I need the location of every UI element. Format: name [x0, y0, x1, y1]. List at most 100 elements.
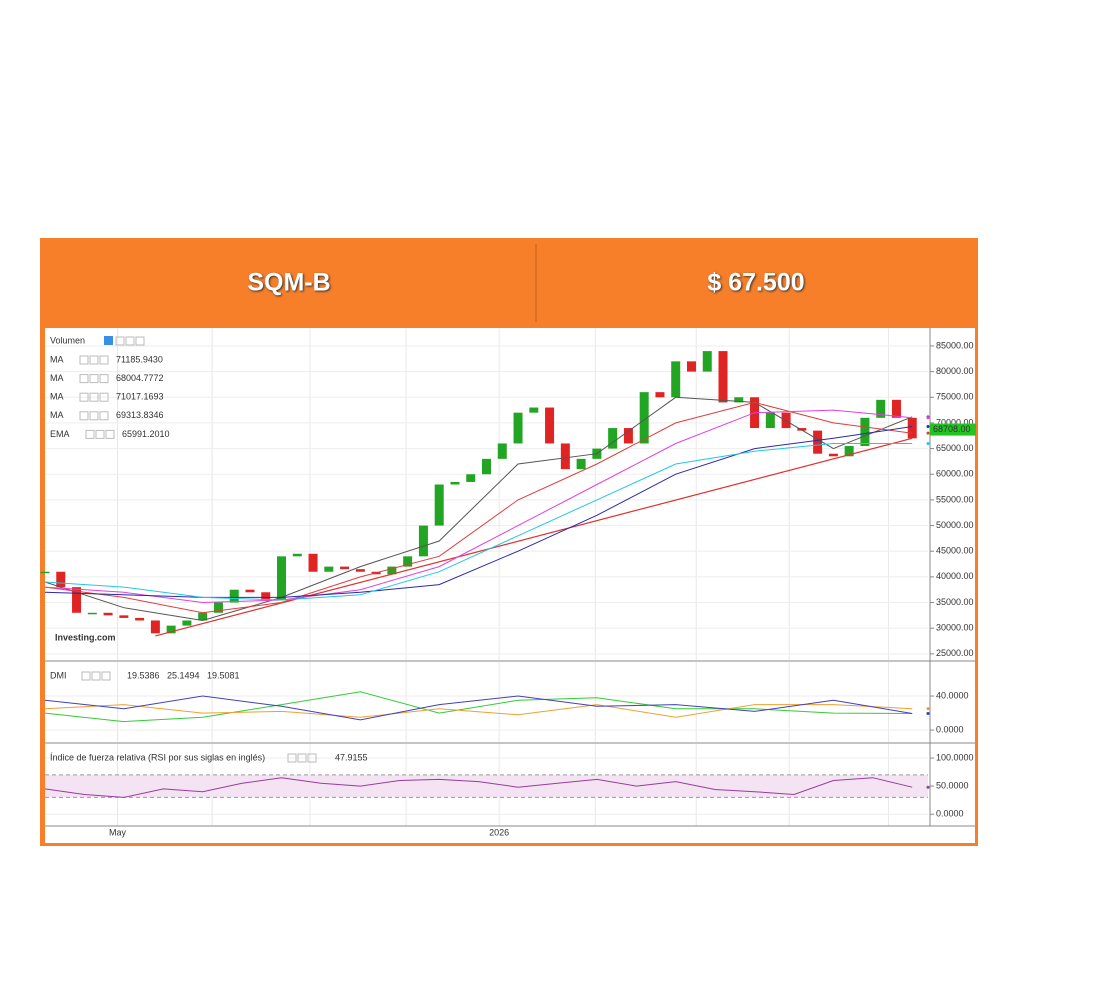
candle: [623, 428, 633, 444]
legend-value: 19.5081: [207, 670, 240, 680]
legend-icon: [297, 753, 307, 763]
current-marker: [926, 424, 930, 428]
candle: [702, 351, 712, 372]
candle: [765, 412, 775, 429]
rsi-band: [45, 774, 928, 798]
legend-value: 47.9155: [335, 752, 368, 762]
y-tick-label: 60000.00: [936, 469, 974, 479]
candle: [450, 481, 460, 485]
y-tick-label: 70000.00: [936, 417, 974, 427]
chart-area: [45, 328, 975, 843]
series-line: [44, 704, 913, 718]
candle: [434, 484, 444, 526]
y-tick-label: 100.0000: [936, 752, 974, 762]
current-marker: [926, 707, 930, 711]
candle: [229, 589, 239, 603]
candle: [639, 392, 649, 444]
legend-icon: [79, 411, 89, 421]
candle: [387, 566, 397, 575]
last-price-tag: [930, 423, 976, 436]
legend-value: 65991.2010: [122, 429, 170, 439]
y-tick-label: 50.0000: [936, 780, 969, 790]
candle: [828, 453, 838, 457]
legend-volume: Volumen: [50, 335, 85, 345]
current-marker: [926, 416, 930, 420]
legend-icon: [79, 355, 89, 365]
candle: [734, 397, 744, 403]
legend-icon: [89, 411, 99, 421]
legend-icon: [105, 429, 115, 439]
y-tick-label: 40000.00: [936, 571, 974, 581]
candle: [261, 592, 271, 600]
legend-icon: [79, 374, 89, 384]
candle: [671, 361, 681, 398]
legend-icon: [99, 411, 109, 421]
legend-icon: [115, 336, 125, 346]
candle: [718, 351, 728, 403]
y-tick-label: 85000.00: [936, 340, 974, 350]
candle: [576, 458, 586, 470]
legend-icon: [79, 392, 89, 402]
candle: [891, 399, 901, 418]
legend-value: 71185.9430: [116, 354, 163, 364]
y-tick-label: 0.0000: [936, 724, 964, 734]
legend-value: 19.5386: [127, 670, 160, 680]
legend-name: MA: [50, 373, 64, 383]
candle: [560, 443, 570, 470]
candle: [324, 566, 334, 572]
legend-value: 71017.1693: [116, 392, 164, 402]
legend-icon: [99, 392, 109, 402]
y-tick-label: 0.0000: [936, 809, 964, 819]
series-line: [44, 401, 913, 614]
legend-icon: [99, 355, 109, 365]
candle: [403, 556, 413, 567]
legend-value: 69313.8346: [116, 410, 164, 420]
candle: [797, 428, 807, 431]
y-tick-label: 80000.00: [936, 366, 974, 376]
series-line: [44, 409, 913, 604]
candle: [418, 525, 428, 557]
candle: [355, 569, 365, 572]
candle: [166, 625, 176, 634]
series-line: [44, 777, 913, 798]
legend-value: 25.1494: [167, 670, 200, 680]
candle: [135, 617, 145, 621]
legend-name: MA: [50, 354, 64, 364]
candle: [482, 458, 491, 475]
plot: May 2026 25000.00 30000.00 35000.00 40000.00 4…: [40, 328, 976, 837]
last-price-label: 68708.00: [933, 424, 971, 434]
current-marker: [926, 442, 930, 446]
y-tick-label: 40.0000: [936, 690, 969, 700]
candle: [103, 612, 113, 616]
candle: [56, 571, 66, 588]
candle: [72, 587, 82, 613]
legend-value: 68004.7772: [116, 373, 164, 383]
y-tick-label: 65000.00: [936, 443, 974, 453]
candle: [860, 417, 870, 447]
legend-icon: [104, 336, 113, 345]
legend-name: MA: [50, 392, 64, 402]
candle: [292, 553, 302, 557]
panel-title: Índice de fuerza relativa (RSI por sus s…: [50, 752, 265, 762]
price: $ 67.500: [707, 269, 804, 297]
y-tick-label: 75000.00: [936, 392, 974, 402]
watermark: Investing.com: [55, 632, 116, 642]
series-line: [44, 695, 913, 721]
y-tick-label: 55000.00: [936, 494, 974, 504]
series-line: [44, 426, 913, 598]
legend-icon: [89, 374, 99, 384]
legend-icon: [99, 374, 109, 384]
legend-icon: [135, 336, 145, 346]
candle: [198, 612, 208, 621]
candle: [40, 571, 50, 574]
legend-icon: [85, 429, 95, 439]
current-marker: [926, 431, 930, 435]
y-tick-label: 35000.00: [936, 597, 974, 607]
candle: [844, 446, 854, 457]
candle: [119, 615, 129, 618]
y-tick-label: 45000.00: [936, 546, 974, 556]
candle: [876, 399, 886, 418]
candle: [340, 566, 350, 570]
y-tick-label: 50000.00: [936, 520, 974, 530]
